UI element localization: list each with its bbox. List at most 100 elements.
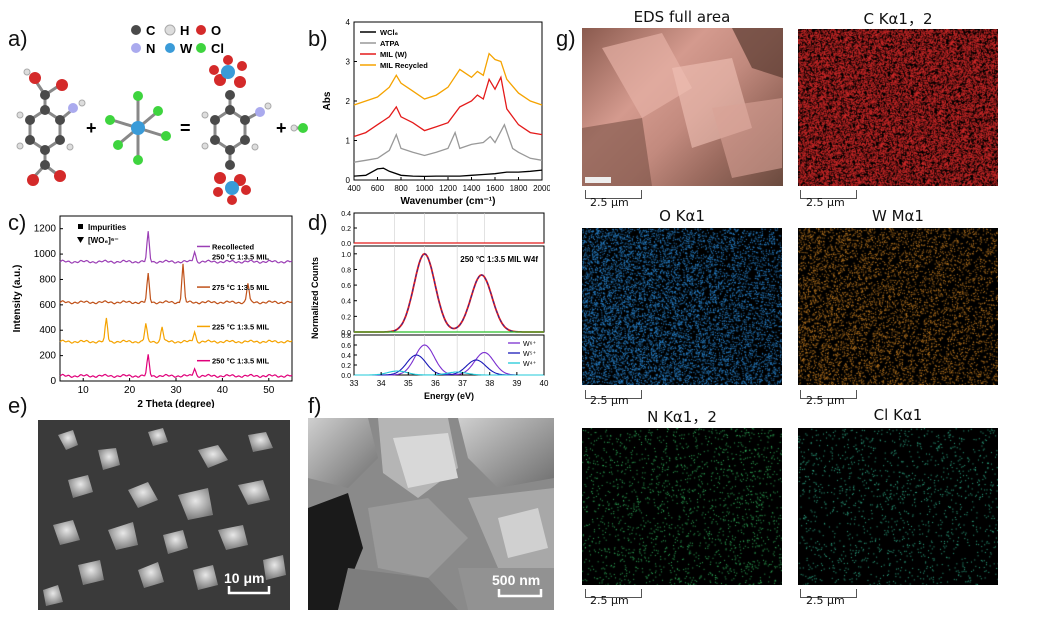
ftir-legend-label: WCl₆ [380, 28, 398, 37]
eds-scale-label-full: 2.5 μm [590, 196, 629, 209]
op-equals: = [180, 118, 191, 138]
ftir-chart: 400 600 800 1000 1200 1400 1600 1800 2000 0 1 2 3 4 Wa… [322, 18, 550, 207]
xps-x-tick-label: 39 [512, 379, 521, 388]
hcl-molecule [290, 123, 308, 133]
xrd-series-label: 275 °C 1:3.5 MIL [212, 283, 270, 292]
xps-y-tick-label: 0.8 [341, 267, 351, 274]
ftir-legend-label: ATPA [380, 39, 400, 48]
panel-c-label: c) [8, 210, 27, 235]
legend-cl: Cl [211, 41, 224, 56]
eds-title-c: C Kα1，2 [863, 10, 933, 28]
xrd-series-label: 250 °C 1:3.5 MIL [212, 357, 270, 366]
xps-component-label: W⁶⁺ [523, 341, 536, 348]
panel-a-molecules: C H O N W Cl + = [16, 23, 308, 205]
eds-scale-w [800, 390, 857, 399]
eds-scale-o [585, 390, 642, 399]
xps-y-tick-label: 0.2 [341, 363, 351, 370]
xps-component-label: W⁴⁺ [523, 361, 537, 368]
xrd-y-tick-label: 800 [39, 274, 56, 285]
eds-map-tungsten [798, 228, 998, 385]
xrd-y-tick-label: 200 [39, 351, 56, 362]
xps-y-tick-label: 0.0 [341, 373, 351, 380]
xps-y-tick-label: 0.0 [341, 241, 351, 248]
xps-x-tick-label: 35 [404, 379, 413, 388]
xps-y-tick-label: 0.6 [341, 343, 351, 350]
xps-chart: 0.0 0.2 0.4 0.0 0.2 0.4 0.6 0.8 1.0 0.0 0.2 0.4 0.6 0… [310, 211, 549, 401]
xrd-y-axis-label: Intensity (a.u.) [12, 265, 23, 333]
eds-title-cl: Cl Kα1 [873, 406, 923, 424]
legend-c: C [146, 23, 156, 38]
xps-x-tick-label: 37 [458, 379, 467, 388]
xrd-y-tick-label: 400 [39, 325, 56, 336]
sem-particles [38, 420, 290, 610]
xrd-series-label: 250 °C 1:3.5 MIL [212, 252, 270, 261]
sem-image-low-mag: 10 μm [38, 420, 290, 610]
eds-scale-n [585, 589, 642, 598]
ftir-y-tick-label: 3 [346, 58, 351, 67]
xps-x-tick-label: 36 [431, 379, 440, 388]
xrd-series-line [59, 354, 293, 379]
eds-scale-cl [800, 589, 857, 598]
eds-full-area-texture [582, 28, 783, 186]
ftir-x-tick-label: 400 [347, 184, 361, 193]
xrd-series-line [59, 317, 293, 344]
xrd-y-tick-label: 1000 [34, 249, 57, 260]
wcl6-atoms [105, 91, 171, 165]
xps-x-tick-label: 40 [540, 379, 549, 388]
xrd-y-tick-label: 1200 [34, 224, 57, 235]
ftir-legend-label: MIL (W) [380, 50, 407, 59]
op-plus-1: + [86, 118, 97, 138]
legend-h: H [180, 23, 189, 38]
xrd-impurity-legend: Impurities [88, 223, 127, 232]
xrd-x-axis-label: 2 Theta (degree) [137, 399, 214, 408]
xps-y-tick-label: 0.4 [341, 353, 351, 360]
xps-y-tick-label: 0.4 [341, 299, 351, 306]
xrd-chart: 10 20 30 40 50 0 200 400 600 800 1000 1200 2 Theta (… [12, 215, 293, 408]
ftir-legend-label: MIL Recycled [380, 61, 428, 70]
ftir-y-axis-label: Abs [322, 91, 333, 110]
xps-y-tick-label: 0.6 [341, 283, 351, 290]
xps-title: 250 °C 1:3.5 MIL W4f [460, 255, 538, 264]
ftir-series-line [353, 52, 543, 106]
xps-subplot-frame-top [353, 212, 545, 244]
panel-g-label: g) [556, 26, 576, 51]
ftir-x-tick-label: 1800 [510, 184, 528, 193]
xps-y-tick-label: 0.2 [341, 226, 351, 233]
eds-title-full: EDS full area [633, 8, 731, 26]
xrd-wo6-marker [77, 237, 84, 243]
xps-x-tick-label: 33 [350, 379, 359, 388]
ftir-x-tick-label: 1600 [486, 184, 504, 193]
eds-scale-full [585, 190, 642, 199]
xrd-series-line [59, 263, 293, 305]
xps-y-tick-label: 0.0 [341, 330, 351, 337]
ftir-y-tick-label: 1 [346, 137, 351, 146]
sem-crystals [308, 418, 554, 610]
xrd-series-label: 225 °C 1:3.5 MIL [212, 322, 270, 331]
xps-y-tick-label: 1.0 [341, 252, 351, 259]
eds-scale-label-o: 2.5 μm [590, 394, 629, 407]
ftir-series-line [353, 123, 543, 163]
eds-scale-label-cl: 2.5 μm [806, 594, 845, 607]
xps-y-tick-label: 0.8 [341, 333, 351, 340]
panel-e-label: e) [8, 393, 28, 418]
ftir-x-axis-label: Wavenumber (cm⁻¹) [401, 196, 496, 207]
xrd-wo6-legend: [WO₆]⁶⁻ [88, 236, 119, 245]
op-plus-2: + [276, 118, 287, 138]
eds-scale-label-c: 2.5 μm [806, 196, 845, 209]
ftir-x-tick-label: 1400 [463, 184, 481, 193]
xps-data-line [354, 252, 544, 333]
ftir-x-tick-label: 800 [394, 184, 408, 193]
xrd-impurity-marker [78, 224, 83, 229]
xps-component-line [354, 344, 544, 376]
ftir-series-line [353, 167, 543, 178]
xps-x-tick-label: 38 [485, 379, 494, 388]
xps-x-axis-label: Energy (eV) [424, 391, 474, 401]
xps-y-axis-label: Normalized Counts [310, 257, 320, 339]
ftir-x-tick-label: 600 [371, 184, 385, 193]
eds-full-area-image [582, 28, 783, 186]
ftir-y-tick-label: 2 [346, 97, 351, 106]
xrd-y-tick-label: 0 [50, 376, 56, 387]
eds-title-n: N Kα1，2 [647, 408, 717, 426]
panel-b-label: b) [308, 26, 328, 51]
xps-component-line [354, 370, 544, 376]
